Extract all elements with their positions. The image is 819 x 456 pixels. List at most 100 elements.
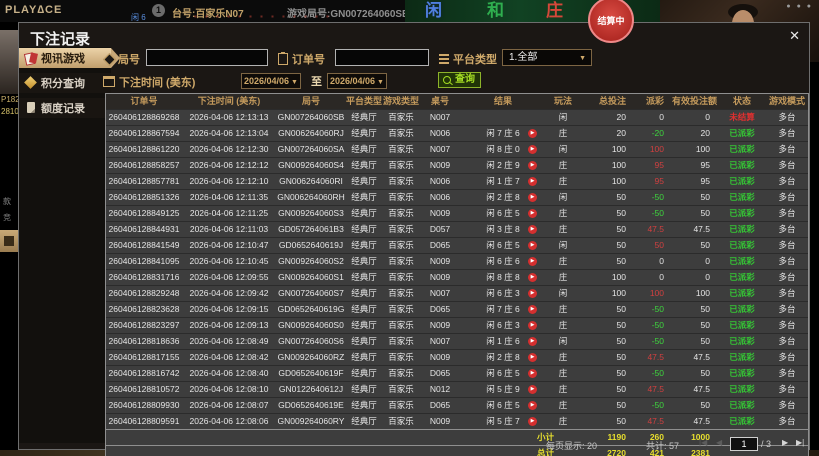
platform-type-select[interactable]: 1.全部 ▼ (502, 49, 592, 66)
order-input[interactable] (335, 49, 429, 66)
search-button[interactable]: 查询 (438, 72, 481, 88)
cell-platform-type: 经典厅 (351, 320, 377, 330)
page-number-input[interactable]: 1 (730, 437, 758, 451)
cell-valid-bet: 47.5 (693, 352, 710, 362)
cell-play-type: 庄 (558, 128, 568, 138)
play-result-icon[interactable]: ▶ (528, 224, 537, 234)
cell-order-number: 260406128817155 (108, 352, 180, 362)
cell-table-number: N009 (429, 320, 451, 330)
grand-total-bet: 2720 (607, 448, 626, 456)
sidebar-item-video-games[interactable]: 视讯游戏 (19, 48, 120, 68)
play-result-icon[interactable]: ▶ (528, 336, 537, 346)
cell-game-type: 百家乐 (388, 144, 414, 154)
play-result-icon[interactable]: ▶ (528, 272, 537, 282)
cell-order-number: 260406128831716 (108, 272, 180, 282)
play-result-icon[interactable]: ▶ (528, 208, 537, 218)
cell-bet-time: 2026-04-06 12:12:10 (189, 176, 269, 186)
last-page-button[interactable]: ▶| (796, 438, 805, 447)
cell-platform-type: 经典厅 (351, 112, 377, 122)
cell-status: 已派彩 (729, 400, 755, 410)
bet-records-table: 订单号 下注时间 (美东) 局号 平台类型 游戏类型 桌号 结果 玩法 总投注 派彩 有效投注额 状态… (105, 93, 809, 456)
play-result-icon[interactable]: ▶ (528, 352, 537, 362)
cell-game-mode: 多台 (778, 224, 796, 234)
cell-bet-time: 2026-04-06 12:09:13 (189, 320, 269, 330)
play-result-icon[interactable]: ▶ (528, 144, 537, 154)
grand-total-payout: 421 (649, 448, 664, 456)
cell-payout: -50 (651, 192, 664, 202)
cell-game-type: 百家乐 (388, 112, 414, 122)
prev-page-button[interactable]: ◀ (716, 438, 723, 447)
cell-payout: -50 (651, 208, 664, 218)
cell-round-id: GN006264060RI (279, 176, 343, 186)
play-result-icon[interactable]: ▶ (528, 320, 537, 330)
play-result-icon[interactable]: ▶ (528, 160, 537, 170)
header-play-type: 玩法 (553, 96, 572, 106)
cell-play-type: 闲 (558, 192, 568, 202)
cell-valid-bet: 50 (700, 208, 710, 218)
next-page-button[interactable]: ▶ (782, 438, 789, 447)
play-result-icon[interactable]: ▶ (528, 192, 537, 202)
cell-game-mode: 多台 (778, 400, 796, 410)
table-row: 260406128844931 2026-04-06 12:11:03 GD0572… (106, 221, 808, 237)
close-icon[interactable]: ✕ (789, 28, 800, 43)
sidebar-item-credit-records[interactable]: 额度记录 (19, 98, 111, 118)
cell-game-mode: 多台 (778, 368, 796, 378)
date-to-picker[interactable]: 2026/04/06 ▼ (327, 73, 387, 89)
table-row: 260406128851326 2026-04-06 12:11:35 GN0062… (106, 189, 808, 205)
cell-table-number: N007 (429, 288, 451, 298)
first-page-button[interactable]: |◀ (699, 438, 708, 447)
cell-round-id: GN007264060SA (277, 144, 345, 154)
cell-game-mode: 多台 (778, 416, 796, 426)
table-row: 260406128809930 2026-04-06 12:08:07 GD0652… (106, 397, 808, 413)
play-result-icon[interactable]: ▶ (528, 368, 537, 378)
sidebar-item-points-query[interactable]: 积分查询 (19, 73, 111, 93)
cell-play-type: 庄 (558, 352, 568, 362)
table-row: 260406128818636 2026-04-06 12:08:49 GN0072… (106, 333, 808, 349)
cell-game-mode: 多台 (778, 128, 796, 138)
date-from-picker[interactable]: 2026/04/06 ▼ (241, 73, 301, 89)
cell-round-id: GD0652640619E (278, 400, 344, 410)
cell-table-number: N006 (429, 192, 451, 202)
table-row: 260406128829248 2026-04-06 12:09:42 GN0072… (106, 285, 808, 301)
play-result-icon[interactable]: ▶ (528, 384, 537, 394)
cell-payout: -50 (651, 368, 664, 378)
cell-order-number: 260406128810572 (108, 384, 180, 394)
cell-total-bet: 100 (611, 160, 626, 170)
cell-total-bet: 50 (616, 400, 626, 410)
cell-total-bet: 100 (611, 288, 626, 298)
table-header: 订单号 下注时间 (美东) 局号 平台类型 游戏类型 桌号 结果 玩法 总投注 派彩 有效投注额 状态… (106, 94, 808, 109)
cell-round-id: GN007264060SB (277, 112, 345, 122)
play-result-icon[interactable]: ▶ (528, 400, 537, 410)
play-result-icon[interactable]: ▶ (528, 416, 537, 426)
cell-platform-type: 经典厅 (351, 224, 377, 234)
play-result-icon[interactable]: ▶ (528, 256, 537, 266)
cell-order-number: 260406128809591 (108, 416, 180, 426)
cell-game-mode: 多台 (778, 304, 796, 314)
play-result-icon[interactable]: ▶ (528, 176, 537, 186)
cell-total-bet: 20 (616, 128, 626, 138)
table-footer: 每页显示: 20 共计: 57 |◀ ◀ 1 / 3 ▶ ▶| (19, 437, 811, 451)
modal-sidebar: 视讯游戏 积分查询 额度记录 (19, 47, 120, 443)
cell-payout: -50 (651, 336, 664, 346)
header-round-id: 局号 (301, 96, 320, 106)
cell-game-mode: 多台 (778, 384, 796, 394)
play-result-icon[interactable]: ▶ (528, 304, 537, 314)
cell-game-type: 百家乐 (388, 192, 414, 202)
cell-payout: 0 (659, 256, 664, 266)
play-result-icon[interactable]: ▶ (528, 288, 537, 298)
cell-game-type: 百家乐 (388, 128, 414, 138)
subtotal-total-bet: 1190 (607, 432, 626, 442)
cell-bet-time: 2026-04-06 12:08:07 (189, 400, 269, 410)
cell-status: 已派彩 (729, 320, 755, 330)
cell-game-mode: 多台 (778, 336, 796, 346)
play-result-icon[interactable]: ▶ (528, 240, 537, 250)
cell-game-type: 百家乐 (388, 320, 414, 330)
cell-table-number: D065 (429, 400, 451, 410)
round-input[interactable] (146, 49, 268, 66)
cell-status: 已派彩 (729, 176, 755, 186)
cell-total-bet: 50 (616, 304, 626, 314)
table-row: 260406128823628 2026-04-06 12:09:15 GD0652… (106, 301, 808, 317)
cell-round-id: GD057264061B3 (278, 224, 344, 234)
cell-status: 已派彩 (729, 416, 755, 426)
play-result-icon[interactable]: ▶ (528, 128, 537, 138)
